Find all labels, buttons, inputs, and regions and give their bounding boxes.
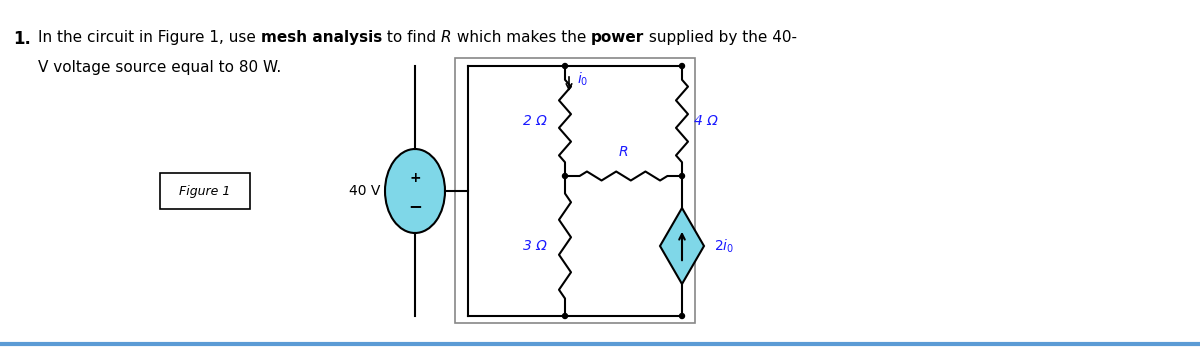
Text: $i_0$: $i_0$	[577, 70, 588, 88]
Circle shape	[679, 63, 684, 69]
Text: 1.: 1.	[13, 30, 31, 48]
Text: In the circuit in Figure 1, use: In the circuit in Figure 1, use	[38, 30, 260, 45]
Text: 4 Ω: 4 Ω	[694, 114, 718, 128]
Text: $2i_0$: $2i_0$	[714, 237, 734, 255]
Text: 40 V: 40 V	[349, 184, 380, 198]
Text: $R$: $R$	[618, 145, 629, 159]
Polygon shape	[660, 208, 704, 284]
Ellipse shape	[385, 149, 445, 233]
Circle shape	[679, 314, 684, 318]
Text: V voltage source equal to 80 W.: V voltage source equal to 80 W.	[38, 60, 281, 75]
Circle shape	[563, 314, 568, 318]
Text: to find: to find	[382, 30, 442, 45]
Text: which makes the: which makes the	[451, 30, 590, 45]
Circle shape	[563, 63, 568, 69]
Text: +: +	[409, 171, 421, 185]
Text: R: R	[442, 30, 451, 45]
Text: Figure 1: Figure 1	[179, 184, 230, 198]
Bar	[160, 173, 250, 209]
Text: −: −	[408, 197, 422, 215]
Text: 3 Ω: 3 Ω	[523, 239, 547, 253]
Circle shape	[563, 174, 568, 179]
Circle shape	[679, 174, 684, 179]
Text: supplied by the 40-: supplied by the 40-	[644, 30, 797, 45]
Text: mesh analysis: mesh analysis	[260, 30, 382, 45]
Text: power: power	[590, 30, 644, 45]
Text: 2 Ω: 2 Ω	[523, 114, 547, 128]
Bar	[455, 58, 695, 323]
